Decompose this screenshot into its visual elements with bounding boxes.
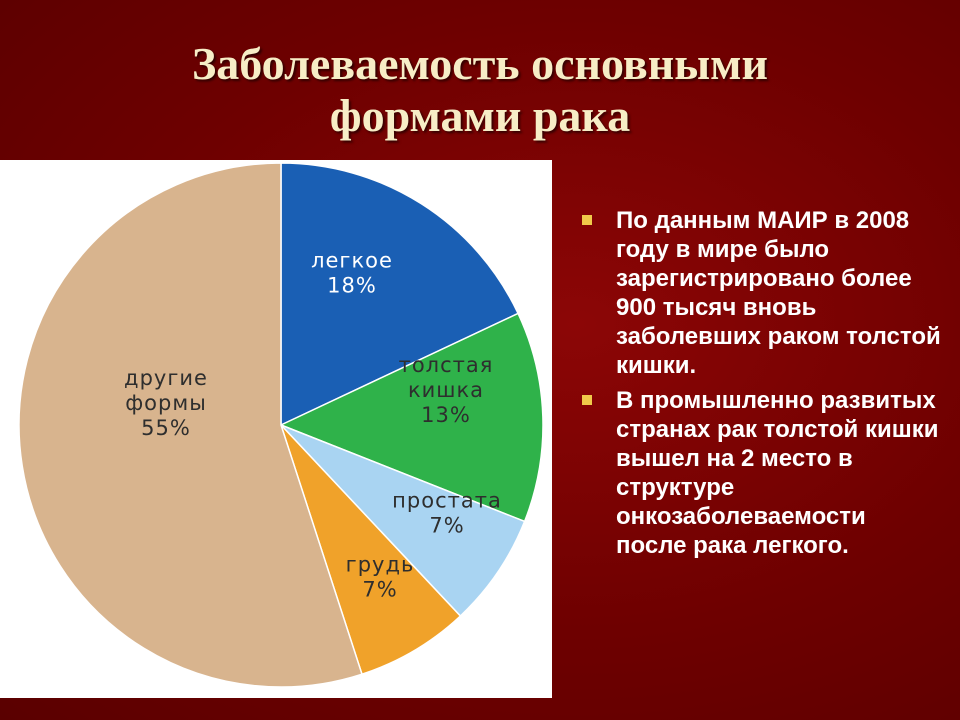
pie-slice-label: легкое 18% [311,249,393,298]
slide-title-line-2: формами рака [329,90,631,141]
pie-slice-1 [280,162,520,427]
pie-slice-label-line: 55% [141,416,191,440]
pie-slice-label-line: 13% [421,403,471,427]
square-bullet-icon [582,395,592,405]
bullet-text: В промышленно развитых странах рак толст… [616,387,939,559]
pie-slice-3 [280,424,526,618]
bullet-list: По данным МАИР в 2008 году в мире было з… [582,206,942,566]
pie-slice-label-line: другие [124,366,208,390]
pie-slice-label-line: 18% [327,274,377,298]
bullet-item: По данным МАИР в 2008 году в мире было з… [582,206,942,380]
pie-slice-label-line: простата [392,489,502,513]
pie-slice-label-line: кишка [408,378,484,402]
bullet-text: По данным МАИР в 2008 году в мире было з… [616,207,941,379]
pie-slice-label-line: легкое [311,249,393,273]
pie-slice-label: грудь 7% [346,553,415,602]
slide-title: Заболеваемость основными формами рака [0,38,960,142]
pie-slice-2 [279,312,544,523]
pie-slice-label-line: грудь [346,553,415,577]
pie-slice-label-line: толстая [399,353,494,377]
pie-slice-label: простата 7% [392,489,502,538]
pie-slice-label-line: 7% [362,578,397,602]
pie-slice-label-line: формы [125,391,207,415]
pie-chart: легкое 18%толстая кишка 13%простата 7%грудь 7… [18,162,544,688]
chart-panel: легкое 18% толстая кишка 13% простата 7% грудь 7… [0,160,552,698]
pie-slice-label: другие формы 55% [124,366,208,440]
pie-slice-label: толстая кишка 13% [399,353,494,427]
square-bullet-icon [582,215,592,225]
pie-slice-label-line: 7% [429,514,464,538]
bullet-item: В промышленно развитых странах рак толст… [582,386,942,560]
pie-slice-5 [18,162,363,688]
slide-title-line-1: Заболеваемость основными [192,38,768,89]
pie-slice-4 [280,424,462,676]
